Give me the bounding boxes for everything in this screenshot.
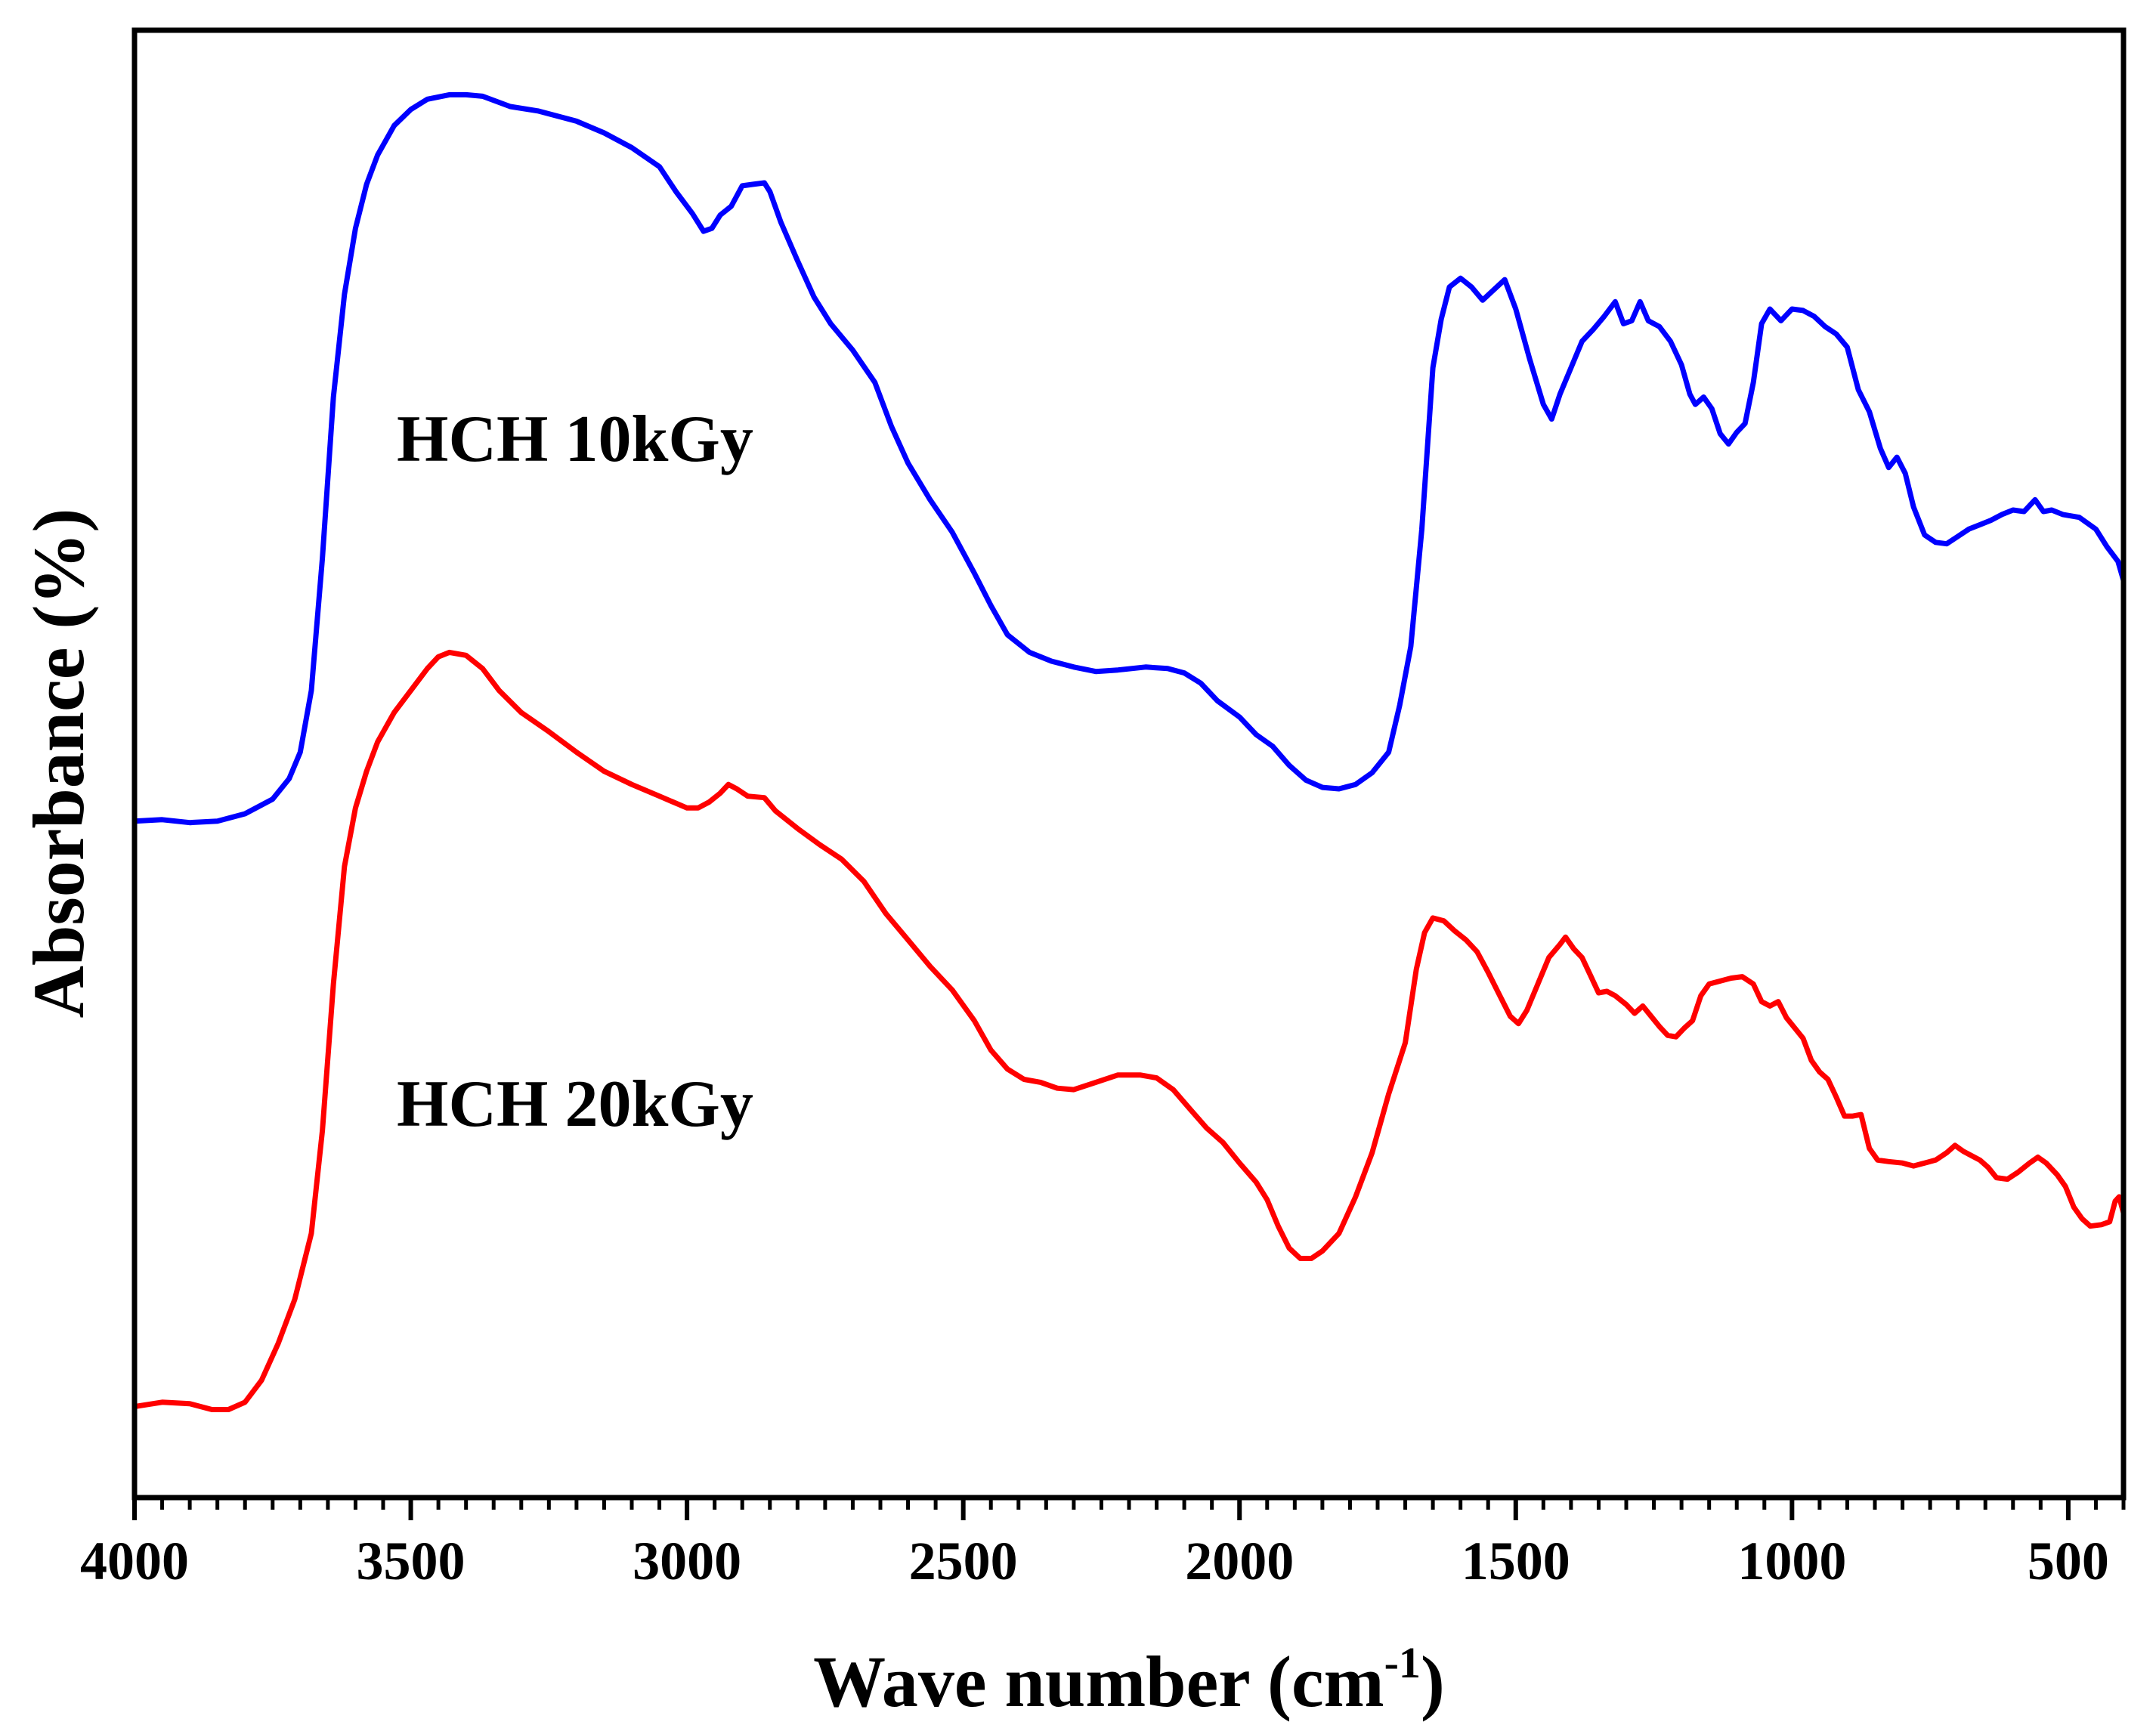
- x-axis-ticks: 4000 3500 3000 2500 2000 1500 1000 500: [80, 1498, 2126, 1591]
- x-tick-label: 1500: [1462, 1531, 1570, 1591]
- series-line-hch-10kgy: [131, 91, 2127, 826]
- x-tick-label: 2000: [1185, 1531, 1294, 1591]
- x-axis-title-main: Wave number (cm: [813, 1641, 1384, 1722]
- x-tick-label: 3500: [357, 1531, 466, 1591]
- annotation-hch-10kgy: HCH 10kGy: [397, 403, 753, 476]
- x-tick-label: 2500: [909, 1531, 1018, 1591]
- annotation-hch-20kgy: HCH 20kGy: [397, 1068, 753, 1141]
- series-line-hch-20kgy: [131, 649, 2127, 1412]
- x-tick-label: 1000: [1737, 1531, 1846, 1591]
- x-tick-label: 3000: [633, 1531, 741, 1591]
- x-tick-label: 4000: [80, 1531, 189, 1591]
- x-axis-title-superscript: -1: [1384, 1638, 1421, 1687]
- x-axis-title-close: ): [1421, 1641, 1445, 1722]
- y-axis-title: Absorbance (%): [18, 509, 99, 1019]
- plot-frame: [131, 27, 2127, 1501]
- x-tick-label: 500: [2028, 1531, 2109, 1591]
- x-axis-title: Wave number (cm-1): [813, 1638, 1445, 1722]
- series-layer: [131, 91, 2127, 1412]
